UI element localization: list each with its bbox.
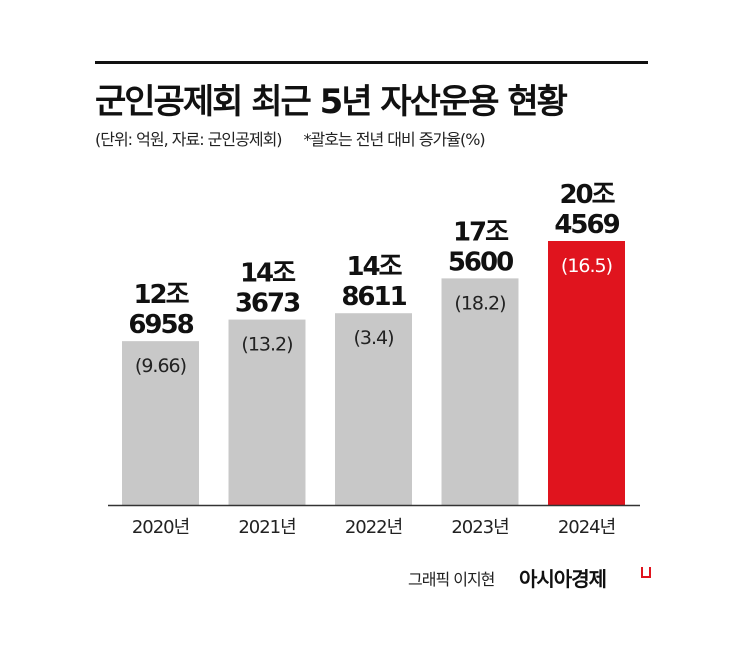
value-label-line1: 20조	[559, 180, 615, 210]
x-tick-label: 2024년	[558, 517, 615, 538]
bar-2020년	[122, 341, 199, 505]
bar-2024년	[548, 241, 625, 505]
value-label-line2: 3673	[235, 289, 300, 319]
value-label-line2: 5600	[448, 247, 513, 277]
growth-label: (3.4)	[353, 327, 393, 349]
unit-source: (단위: 억원, 자료: 군인공제회)	[95, 130, 283, 149]
bar-2023년	[441, 278, 519, 505]
x-tick-label: 2021년	[238, 517, 295, 538]
growth-label: (13.2)	[241, 334, 292, 356]
chart-subtitle: (단위: 억원, 자료: 군인공제회) *괄호는 전년 대비 증가율(%)	[95, 126, 486, 150]
graphic-credit: 그래픽 이지현	[408, 570, 495, 589]
bar-2022년	[335, 313, 412, 505]
value-label-line2: 6958	[128, 310, 193, 340]
value-label-line2: 8611	[341, 282, 406, 312]
bar-2021년	[228, 319, 306, 505]
growth-label: (18.2)	[454, 292, 505, 314]
x-tick-label: 2023년	[451, 517, 508, 538]
value-label-line2: 4569	[554, 210, 619, 240]
value-label-line1: 12조	[133, 280, 189, 310]
brand-mark-icon	[641, 567, 651, 578]
chart-title: 군인공제회 최근 5년 자산운용 현황	[95, 82, 568, 122]
growth-label: (9.66)	[135, 355, 186, 377]
value-label-line1: 17조	[453, 217, 509, 247]
brand-logo: 아시아경제	[519, 567, 607, 591]
growth-note: *괄호는 전년 대비 증가율(%)	[303, 130, 486, 149]
value-label-line1: 14조	[346, 252, 402, 282]
x-tick-label: 2022년	[345, 517, 402, 538]
top-rule	[95, 61, 648, 64]
x-tick-label: 2020년	[132, 517, 189, 538]
value-label-line1: 14조	[240, 259, 296, 289]
growth-label: (16.5)	[561, 255, 612, 277]
